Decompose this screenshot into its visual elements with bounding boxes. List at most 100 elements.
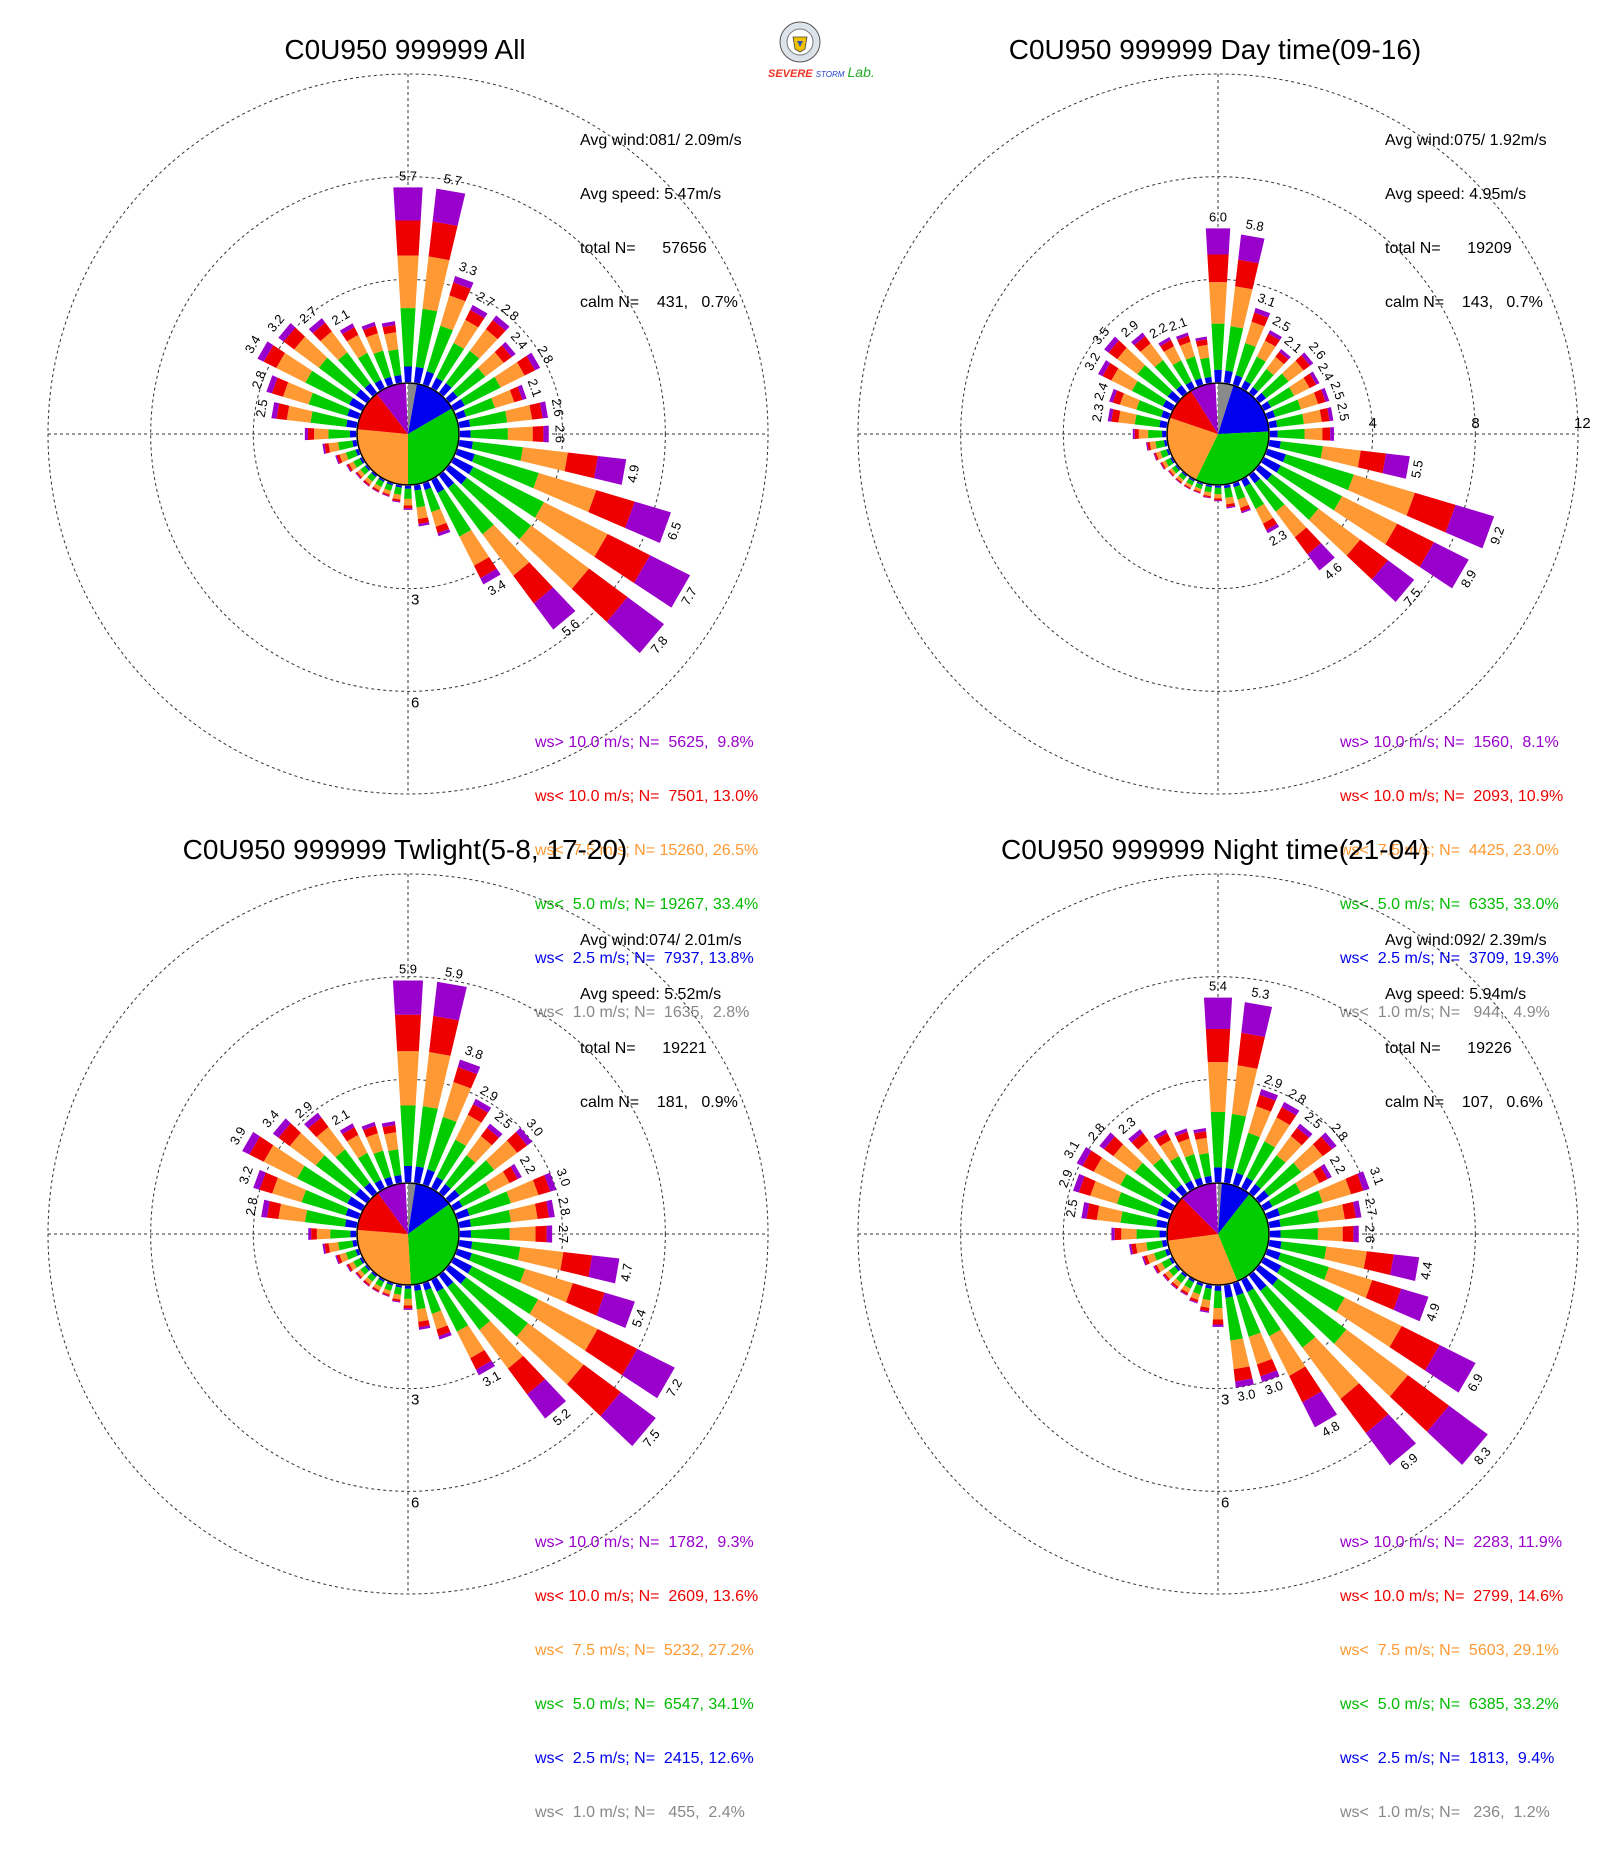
bar-segment <box>1260 1370 1280 1383</box>
bar-segment <box>1119 393 1140 410</box>
bar-segment <box>418 1320 430 1328</box>
bar-segment <box>388 349 402 377</box>
bar-total-label: 2.5 <box>1327 379 1347 401</box>
bar-segment <box>1096 1205 1123 1223</box>
bar-segment <box>1275 504 1307 538</box>
bar-segment <box>1254 307 1271 318</box>
bar-segment <box>1112 390 1124 405</box>
bar-segment <box>1146 1240 1164 1251</box>
bar-segment <box>507 1355 546 1395</box>
bar-segment <box>1256 1094 1276 1112</box>
bar-segment <box>1199 1306 1210 1312</box>
bar-segment <box>501 341 516 357</box>
bar-segment <box>1111 409 1121 423</box>
bar-segment <box>1226 503 1236 508</box>
bar-segment <box>486 1140 518 1170</box>
bar-segment <box>403 508 413 510</box>
bar-segment <box>1179 1290 1188 1296</box>
bar-segment <box>480 1127 499 1146</box>
bar-segment <box>1261 1200 1273 1211</box>
bar-segment <box>316 1126 346 1158</box>
bar-segment <box>445 1189 460 1203</box>
bar-segment <box>395 484 403 488</box>
pie-slice-4 <box>1167 1197 1218 1241</box>
bar-segment <box>1365 1279 1402 1310</box>
bar-segment <box>1109 388 1118 403</box>
bar-total-label: 2.6 <box>553 425 568 443</box>
bar-segment <box>1276 1135 1302 1163</box>
bar-segment <box>1230 286 1253 329</box>
bar-segment <box>1276 465 1343 511</box>
bar-segment <box>393 1286 402 1295</box>
bar-segment <box>339 1252 349 1263</box>
bar-segment <box>1131 380 1167 407</box>
bar-segment <box>1302 409 1322 425</box>
bar-segment <box>414 489 426 508</box>
direction-bar-120: 7.2 <box>451 1257 685 1399</box>
bar-segment <box>1153 1265 1159 1274</box>
bar-segment <box>1163 1273 1171 1281</box>
bar-segment <box>1247 1288 1281 1337</box>
bar-segment <box>510 1163 522 1180</box>
bar-segment <box>535 1201 550 1219</box>
direction-bar-10: 5.9 <box>413 964 467 1184</box>
bar-segment <box>403 505 413 509</box>
bar-segment <box>1268 420 1278 429</box>
bar-segment <box>336 1254 343 1264</box>
bar-total-label: 3.4 <box>242 333 264 356</box>
bar-segment <box>337 1240 354 1251</box>
bar-total-label: 4.4 <box>1417 1261 1435 1281</box>
bar-segment <box>1200 1298 1211 1308</box>
bar-segment <box>1175 477 1182 484</box>
bar-segment <box>532 1175 551 1196</box>
bar-segment <box>364 1277 373 1285</box>
bar-segment <box>360 1265 370 1275</box>
bar-segment <box>362 481 370 487</box>
bar-segment <box>520 447 568 472</box>
avg-speed-text: Avg speed: 5.52m/s <box>580 986 722 1003</box>
direction-bar-0: 5.7 <box>393 168 423 383</box>
bar-segment <box>1121 1228 1137 1240</box>
bar-total-label: 5.7 <box>399 168 417 183</box>
bar-segment <box>393 187 423 221</box>
bar-segment <box>458 1239 473 1250</box>
bar-segment <box>1232 1281 1244 1296</box>
bar-segment <box>1248 1106 1271 1138</box>
pie-slice-4 <box>357 393 408 434</box>
bar-segment <box>526 352 541 371</box>
bar-segment <box>593 455 627 485</box>
bar-segment <box>1237 496 1249 509</box>
bar-segment <box>455 448 475 462</box>
bar-segment <box>1134 429 1139 439</box>
bar-segment <box>364 1265 371 1271</box>
bar-segment <box>1276 413 1305 428</box>
bar-segment <box>1283 454 1354 491</box>
legend-lt2_5: ws< 2.5 m/s; N= 7937, 13.8% <box>535 950 754 967</box>
direction-bar-10: 5.3 <box>1223 984 1273 1184</box>
direction-bar-210 <box>371 1277 385 1293</box>
bar-segment <box>509 386 523 403</box>
bar-segment <box>482 524 530 576</box>
bar-segment <box>1188 1277 1195 1283</box>
bar-segment <box>1348 474 1415 516</box>
bar-segment <box>1090 1181 1122 1204</box>
bar-segment <box>348 1261 357 1271</box>
pie-outline <box>1166 382 1270 486</box>
bar-segment <box>445 391 458 403</box>
bar-segment <box>432 188 466 226</box>
direction-bar-210 <box>1183 477 1195 490</box>
bar-segment <box>358 352 381 384</box>
bar-segment <box>359 457 365 464</box>
bar-total-label: 3.1 <box>1367 1165 1387 1187</box>
bar-segment <box>1244 356 1266 385</box>
bar-segment <box>347 408 361 420</box>
direction-bar-0: 6.0 <box>1205 209 1231 383</box>
bar-segment <box>344 1219 358 1229</box>
bar-segment <box>445 350 480 388</box>
bar-segment <box>1185 356 1202 381</box>
bar-segment <box>439 383 452 397</box>
bar-segment <box>1195 482 1203 490</box>
ring-label-2: 6 <box>411 1494 419 1511</box>
bar-segment <box>442 1081 472 1122</box>
ring-label-3: 12 <box>1574 415 1591 432</box>
